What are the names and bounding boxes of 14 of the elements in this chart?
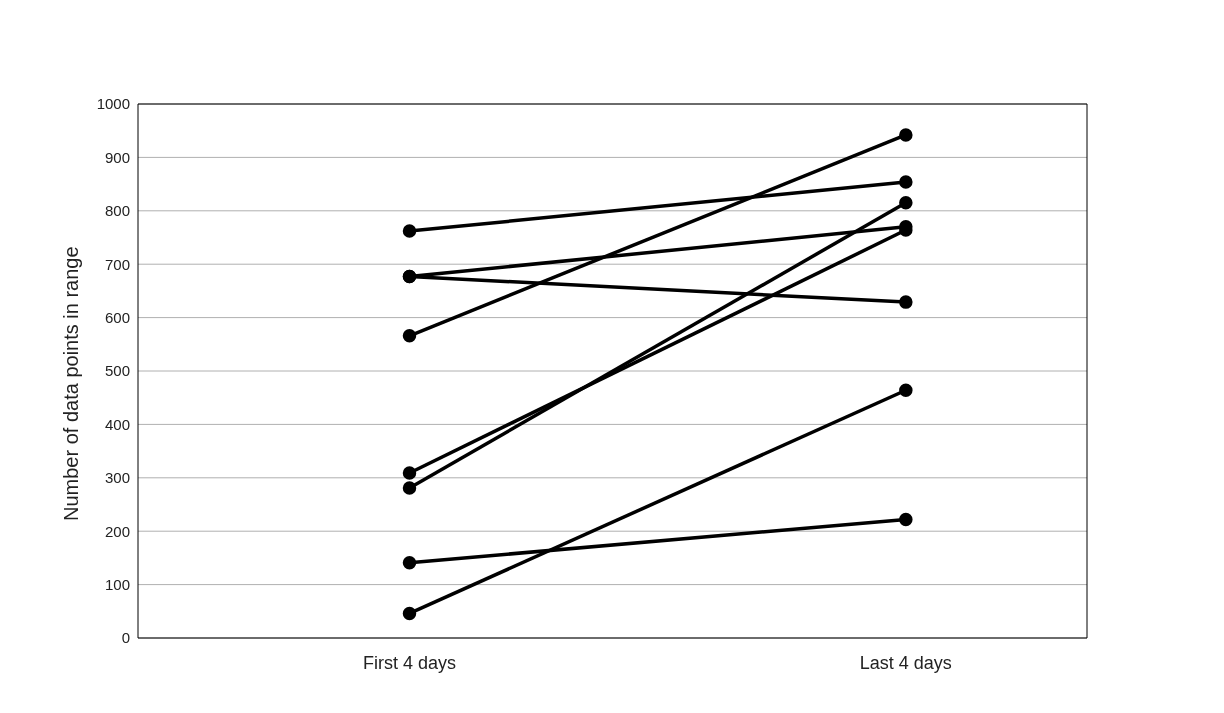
y-tick-label: 600 <box>104 308 130 326</box>
y-tick-label: 700 <box>104 255 130 273</box>
y-tick-label: 200 <box>104 522 130 540</box>
x-tick-label: Last 4 days <box>859 652 952 673</box>
y-tick-label: 800 <box>104 202 130 220</box>
y-tick-label: 0 <box>121 629 130 647</box>
y-tick-label: 900 <box>104 148 130 166</box>
y-tick-label: 100 <box>104 575 130 593</box>
y-axis-title: Number of data points in range <box>60 246 83 521</box>
x-tick-label: First 4 days <box>362 652 457 673</box>
y-tick-label: 400 <box>104 415 130 433</box>
y-tick-label: 500 <box>104 362 130 380</box>
y-tick-label: 1000 <box>96 95 130 113</box>
y-tick-label: 300 <box>104 469 130 487</box>
